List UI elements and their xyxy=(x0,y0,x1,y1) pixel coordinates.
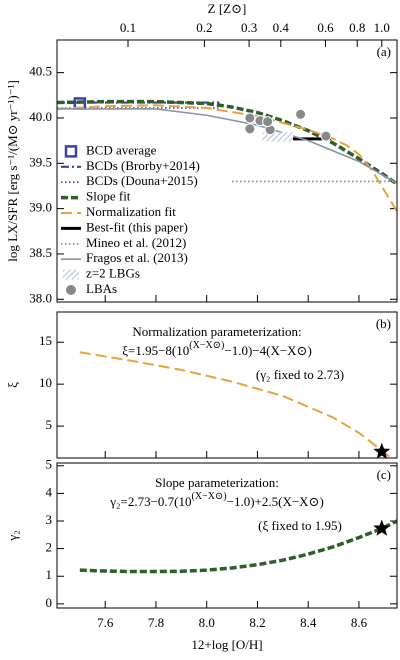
plot-area xyxy=(79,351,393,458)
y-axis-label: ξ xyxy=(5,382,20,388)
plot-area xyxy=(79,519,397,574)
series-line xyxy=(57,99,397,186)
y-tick-label: 0 xyxy=(46,595,53,610)
formula-superscript: (X−X⊙) xyxy=(189,340,224,351)
x2-tick-label: 0.3 xyxy=(241,20,257,35)
legend-symbol xyxy=(64,145,78,158)
legend-label: BCD average xyxy=(86,142,157,157)
y-tick-label: 4 xyxy=(46,484,53,499)
x-tick-label: 8.6 xyxy=(351,615,368,630)
x-axis-label: 12+log [O/H] xyxy=(191,637,262,652)
series-line xyxy=(57,104,397,212)
formula: ξ=1.95−8(10(X−X⊙)−1.0)−4(X−X⊙) xyxy=(122,340,312,358)
y-tick-label: 10 xyxy=(39,375,52,390)
y-tick-label: 5 xyxy=(46,417,53,432)
data-point xyxy=(295,108,307,120)
x-tick-label: 7.6 xyxy=(97,615,114,630)
panel: 5 10 15 ξ (b) Normalization parameterization:… xyxy=(5,311,398,459)
plot-area xyxy=(57,97,397,212)
series-line xyxy=(79,351,393,458)
legend-label: z=2 LBGs xyxy=(86,266,140,281)
x2-tick-label: 1.0 xyxy=(374,20,390,35)
data-point xyxy=(262,116,274,128)
y-tick-label: 1 xyxy=(46,567,53,582)
x-tick-label: 7.8 xyxy=(148,615,164,630)
x2-axis-label: Z [Z⊙] xyxy=(208,1,247,16)
panel-label: (c) xyxy=(377,467,391,482)
x2-tick-label: 0.1 xyxy=(120,20,136,35)
x2-tick-label: 0.4 xyxy=(273,20,290,35)
y-tick-label: 38.0 xyxy=(29,290,52,305)
formula-part: ξ=1.95−8(10 xyxy=(122,343,189,358)
legend-label: BCDs (Douna+2015) xyxy=(86,173,198,188)
y-tick-label: 39.5 xyxy=(29,154,52,169)
data-point xyxy=(320,130,332,142)
star-marker xyxy=(373,519,391,536)
panel-label: (a) xyxy=(377,44,391,59)
x2-tick-label: 0.8 xyxy=(349,20,365,35)
legend-label: Mineo et al. (2012) xyxy=(86,235,186,250)
y-tick-label: 5 xyxy=(46,457,53,472)
y-axis-label: γ₂ xyxy=(5,530,20,541)
y-tick-label: 38.5 xyxy=(29,245,52,260)
annotation-note: (ξ fixed to 1.95) xyxy=(258,518,342,533)
formula-superscript: (X−X⊙) xyxy=(192,491,227,502)
y-tick-label: 3 xyxy=(46,512,53,527)
x2-tick-label: 0.6 xyxy=(317,20,334,35)
legend-symbol xyxy=(66,285,76,295)
y-tick-label: 2 xyxy=(46,540,53,555)
y-tick-label: 40.0 xyxy=(29,109,52,124)
panel-label: (b) xyxy=(376,316,391,331)
data-band xyxy=(262,132,293,142)
legend-symbol xyxy=(63,269,79,280)
data-point xyxy=(244,123,256,135)
y-axis-label: log LX/SFR [erg s⁻¹/(M⊙ yr⁻¹)⁻¹] xyxy=(5,80,20,262)
legend-label: Slope fit xyxy=(86,189,131,204)
star-marker xyxy=(373,442,391,458)
series-line xyxy=(79,519,397,574)
x-tick-label: 8.2 xyxy=(249,615,265,630)
panel-frame xyxy=(56,39,398,303)
legend-label: Normalization fit xyxy=(86,204,176,219)
panel: 38.0 38.5 39.0 39.5 40.0 40.5 0.1 0.2 0.3 0.4 0.6 0… xyxy=(5,1,398,305)
legend-label: LBAs xyxy=(86,281,117,296)
formula-part: γ₂=2.73−0.7(10 xyxy=(109,494,191,509)
panel: 0 1 2 3 4 5 7.6 7.8 8.0 8.2 8.4 8.6 12+log [O/H] γ₂ (c… xyxy=(5,457,398,652)
legend-label: BCDs (Brorby+2014) xyxy=(86,158,200,173)
x2-tick-label: 0.2 xyxy=(196,20,212,35)
x-tick-label: 8.4 xyxy=(300,615,317,630)
annotation-title: Normalization parameterization: xyxy=(132,324,301,339)
legend-label: Best-fit (this paper) xyxy=(86,219,188,234)
y-tick-label: 40.5 xyxy=(29,64,52,79)
formula: γ₂=2.73−0.7(10(X−X⊙)−1.0)+2.5(X−X⊙) xyxy=(109,491,324,509)
panel-frame xyxy=(56,462,398,609)
y-tick-label: 15 xyxy=(39,333,52,348)
y-tick-label: 39.0 xyxy=(29,200,52,215)
x-tick-label: 8.0 xyxy=(199,615,215,630)
annotation-note: (γ₂ fixed to 2.73) xyxy=(256,367,344,382)
formula-part: −1.0)+2.5(X−X⊙) xyxy=(227,494,324,509)
data-point xyxy=(244,112,256,124)
panel-frame xyxy=(56,311,398,459)
legend-label: Fragos et al. (2013) xyxy=(86,250,188,265)
annotation-title: Slope parameterization: xyxy=(155,475,279,490)
formula-part: −1.0)−4(X−X⊙) xyxy=(224,343,311,358)
